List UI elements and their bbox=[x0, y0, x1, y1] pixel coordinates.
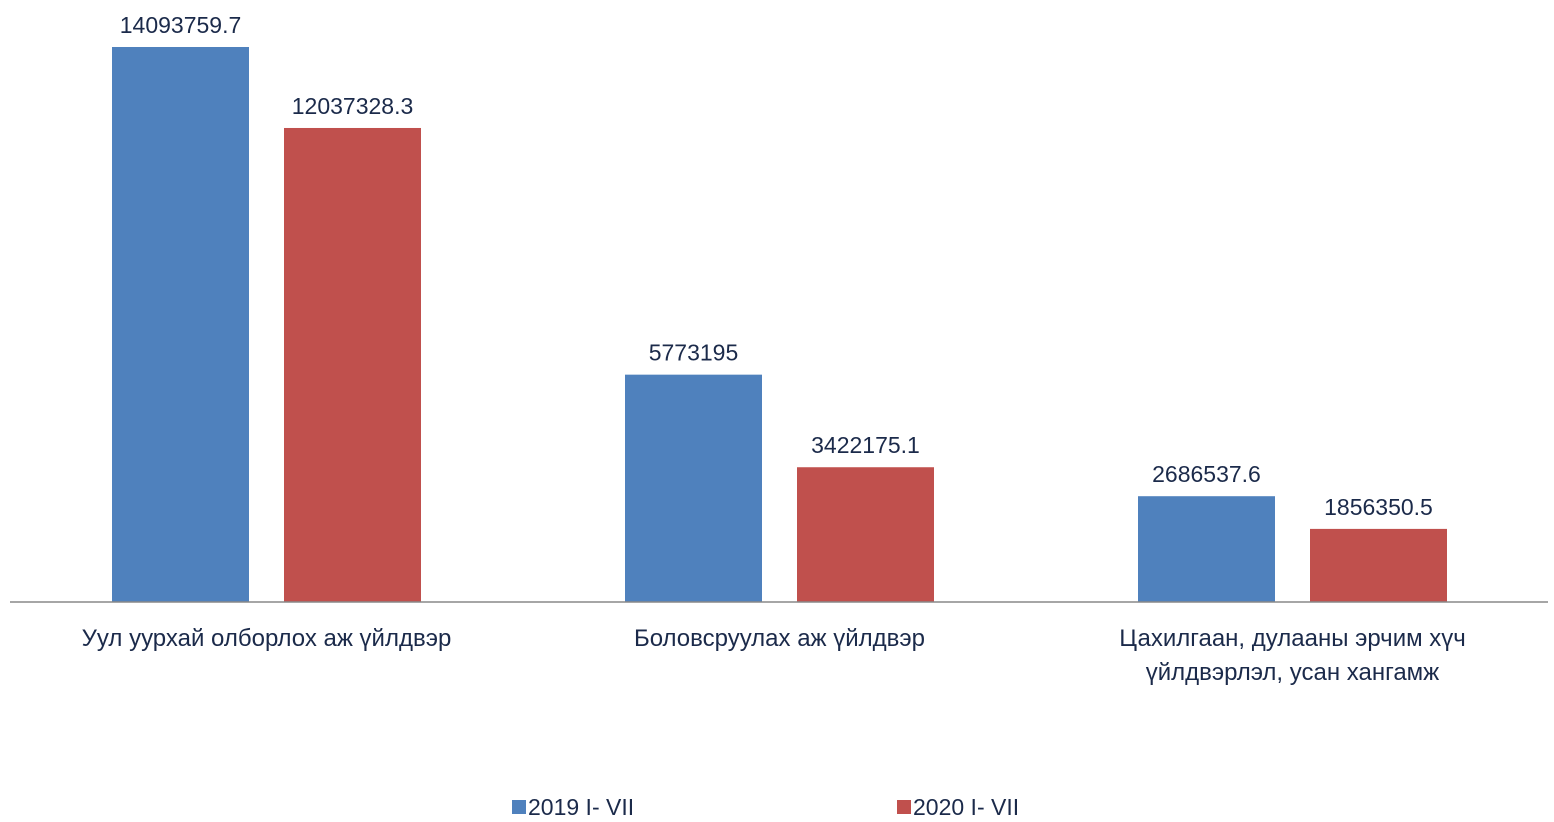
legend-swatch bbox=[512, 800, 526, 814]
bar bbox=[625, 374, 762, 602]
bar bbox=[797, 467, 934, 602]
x-tick-label: Цахилгаан, дулааны эрчим хүч үйлдвэрлэл,… bbox=[1119, 625, 1466, 686]
legend-label: 2019 I- VII bbox=[528, 794, 634, 820]
legend-swatch bbox=[897, 800, 911, 814]
value-label: 1856350.5 bbox=[1324, 494, 1433, 520]
value-label: 12037328.3 bbox=[292, 93, 414, 119]
value-label: 2686537.6 bbox=[1152, 461, 1261, 487]
bar bbox=[1138, 496, 1275, 602]
x-tick-label: Уул уурхай олборлох аж үйлдвэр bbox=[81, 625, 452, 652]
x-tick-label: Боловсруулах аж үйлдвэр bbox=[633, 625, 926, 652]
value-label: 5773195 bbox=[649, 340, 739, 366]
bar bbox=[112, 46, 249, 603]
bar bbox=[1310, 528, 1447, 602]
legend-label: 2020 I- VII bbox=[913, 794, 1019, 820]
value-label: 14093759.7 bbox=[120, 12, 242, 38]
bar bbox=[284, 127, 421, 603]
value-label: 3422175.1 bbox=[811, 432, 920, 458]
